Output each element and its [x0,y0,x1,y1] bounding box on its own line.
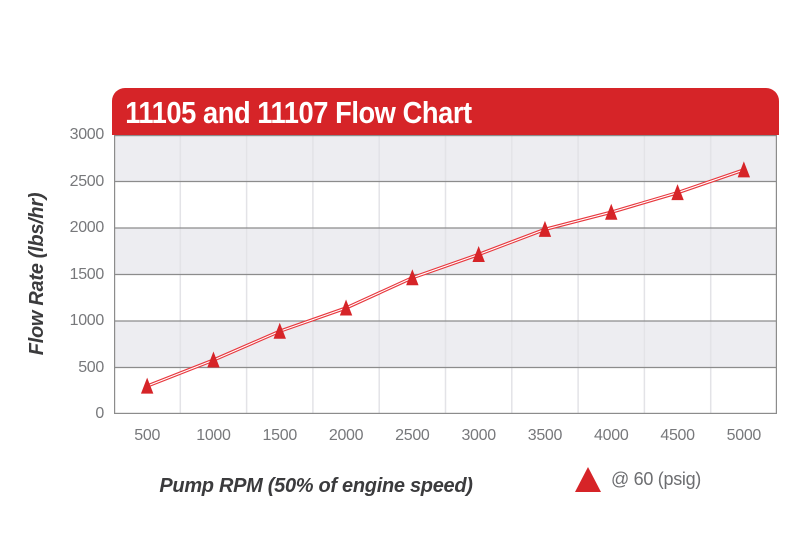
y-tick-label: 2000 [69,219,105,236]
x-tick-label: 5000 [726,427,762,444]
x-tick-label: 1000 [196,427,231,444]
x-tick-label: 3500 [527,427,563,444]
chart-plot-svg [114,135,777,414]
x-tick-label: 2500 [395,427,430,444]
chart-title: 11105 and 11107 Flow Chart [125,95,472,130]
y-tick-label: 2500 [69,172,105,190]
x-tick-label: 500 [134,427,161,444]
x-axis-tick-labels: 500 1000 1500 2000 2500 3000 3500 4000 4500 5000 [114,427,777,447]
y-tick-label: 500 [78,358,104,376]
y-axis-title: Flow Rate (lbs/hr) [26,192,48,356]
legend-label: @ 60 (psig) [611,469,702,489]
x-tick-label: 4500 [660,427,695,444]
plot-area [114,135,777,414]
y-axis-tick-labels: 0 500 1000 1500 2000 2500 3000 [34,126,105,422]
x-tick-label: 3000 [461,427,496,444]
x-tick-label: 1500 [262,427,298,444]
x-tick-label: 2000 [328,427,364,444]
chart-title-banner: 11105 and 11107 Flow Chart [112,88,779,135]
x-tick-label: 4000 [594,427,629,444]
legend-triangle-icon [575,467,601,492]
y-tick-label: 3000 [69,126,105,143]
y-tick-label: 1000 [69,312,105,329]
legend: @ 60 (psig) [574,466,701,493]
x-axis-title: Pump RPM (50% of engine speed) [159,475,473,497]
y-tick-label: 0 [95,405,104,422]
y-tick-label: 1500 [69,265,105,283]
